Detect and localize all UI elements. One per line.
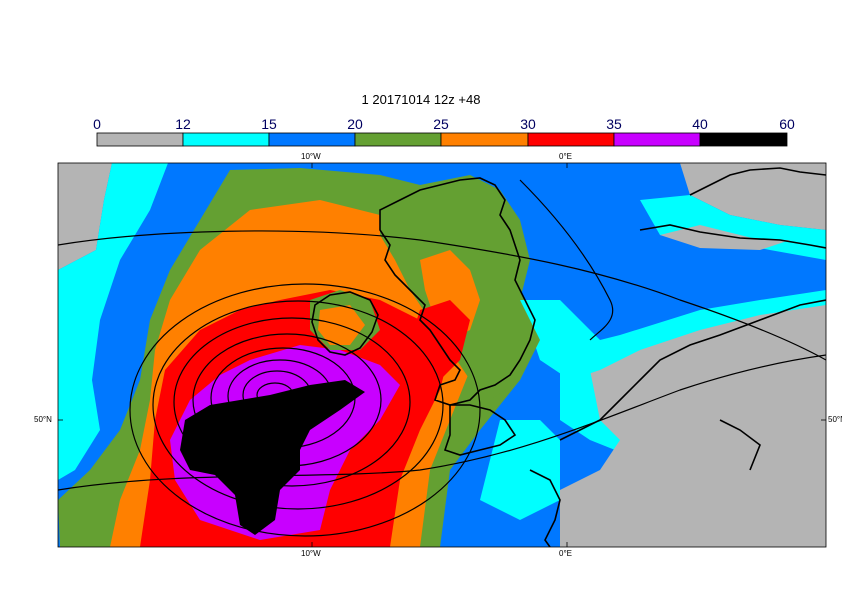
coastlines	[311, 167, 826, 547]
isobar-line	[519, 179, 614, 341]
axis-label-right-lat: 50°N	[828, 415, 842, 424]
figure-title: 1 20171014 12z +48	[361, 92, 481, 107]
axis-label-bottom-lon: 10°W	[301, 549, 321, 558]
colorbar-tick-label: 15	[261, 116, 277, 132]
axis-label-left-lat: 50°N	[34, 415, 52, 424]
isobar-line	[192, 333, 382, 467]
isobar-line	[227, 359, 333, 433]
coastline	[443, 404, 517, 456]
coastline	[529, 469, 561, 547]
colorbar-tick-label: 35	[606, 116, 622, 132]
isobar-line	[242, 370, 312, 420]
isobar-line	[210, 347, 356, 449]
colorbar-segment	[527, 132, 615, 147]
colorbar-segment	[182, 132, 270, 147]
coastline	[639, 224, 826, 249]
wind-gust-area	[58, 163, 168, 480]
colorbar-tick-label: 20	[347, 116, 363, 132]
isobar-line	[152, 300, 444, 510]
wind-gust-area	[660, 225, 790, 250]
wind-gust-field	[58, 163, 826, 547]
coastline	[689, 167, 826, 196]
wind-gust-area	[520, 300, 640, 380]
wind-gust-area	[58, 390, 80, 450]
coastline	[311, 291, 379, 356]
graticule-ticks	[58, 163, 826, 547]
wind-gust-area	[640, 195, 826, 260]
coastline	[379, 177, 536, 406]
colorbar-segment	[354, 132, 442, 147]
coastline	[719, 419, 761, 471]
colorbar-tick-label: 0	[93, 116, 101, 132]
colorbar-tick-label: 60	[779, 116, 795, 132]
colorbar-segment	[268, 132, 356, 147]
isobar-line	[129, 283, 481, 537]
map-frame	[57, 162, 827, 548]
isobar-line	[58, 354, 826, 491]
colorbar	[96, 132, 788, 147]
wind-gust-area	[318, 305, 365, 345]
colorbar-tick-label: 25	[433, 116, 449, 132]
wind-gust-area	[680, 163, 826, 230]
isobar-line	[173, 317, 411, 487]
colorbar-segment	[440, 132, 529, 147]
coastline	[559, 299, 826, 441]
colorbar-tick-label: 30	[520, 116, 536, 132]
colorbar-segment	[96, 132, 184, 147]
colorbar-segment	[613, 132, 701, 147]
colorbar-tick-label: 12	[175, 116, 191, 132]
wind-gust-area	[180, 380, 365, 535]
wind-gust-area	[410, 300, 470, 380]
colorbar-tick-label: 40	[692, 116, 708, 132]
isobar-line	[58, 230, 826, 361]
axis-label-top-lon: 10°W	[301, 152, 321, 161]
axis-label-bottom-lon: 0°E	[559, 549, 572, 558]
colorbar-segment	[699, 132, 788, 147]
isobar-line	[256, 382, 294, 408]
wind-gust-area	[560, 305, 826, 547]
axis-label-top-lon: 0°E	[559, 152, 572, 161]
isobars	[58, 179, 826, 537]
